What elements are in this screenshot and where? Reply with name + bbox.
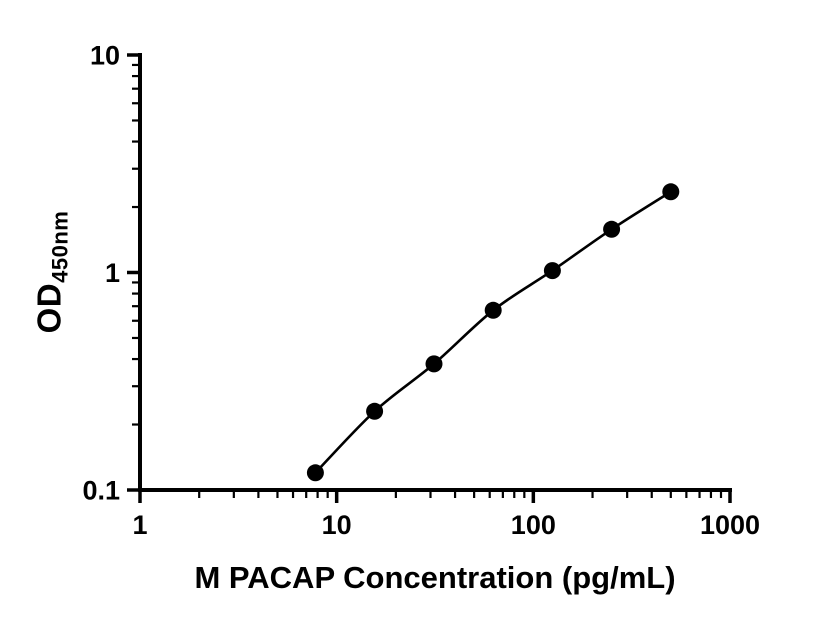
y-tick-label: 0.1 [82, 476, 120, 506]
data-point [484, 301, 502, 319]
x-tick-label: 100 [511, 510, 556, 540]
data-point [543, 262, 561, 280]
x-tick-label: 10 [322, 510, 352, 540]
y-axis-title: OD450nm [31, 211, 74, 334]
x-tick-label: 1 [132, 510, 147, 540]
x-axis-title: M PACAP Concentration (pg/mL) [194, 560, 676, 595]
data-point [425, 355, 443, 373]
y-axis-title-subscript: 450nm [47, 210, 73, 283]
x-tick-label: 1000 [700, 510, 760, 540]
data-point [306, 464, 324, 482]
y-tick-label: 10 [90, 41, 120, 71]
data-point [603, 220, 621, 238]
data-point [662, 183, 680, 201]
y-tick-label: 1 [105, 258, 120, 288]
data-point [366, 402, 384, 420]
axes [138, 53, 732, 492]
y-axis-title-main: OD [30, 282, 68, 334]
